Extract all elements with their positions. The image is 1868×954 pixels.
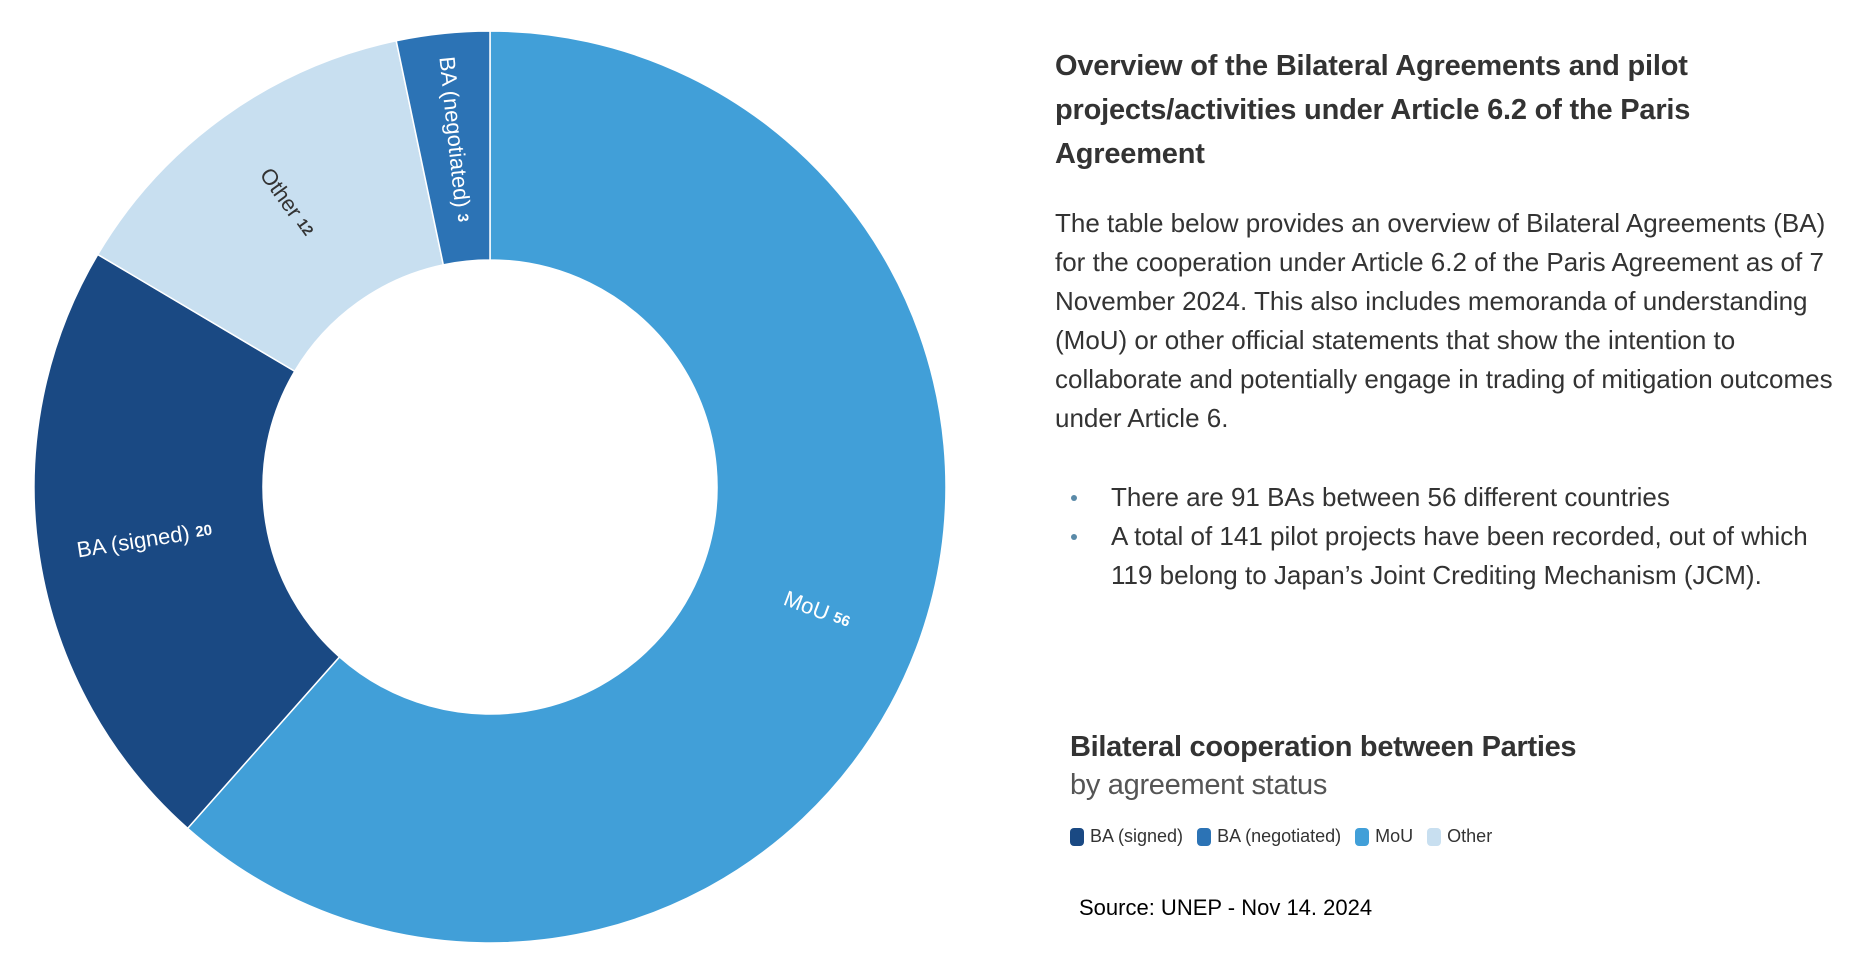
bullet-item: There are 91 BAs between 56 different co… [1071,478,1845,517]
intro-paragraph: The table below provides an overview of … [1055,208,1833,433]
legend-label: BA (signed) [1090,826,1184,846]
legend-swatch [1355,827,1370,846]
bullet-list: There are 91 BAs between 56 different co… [1055,478,1845,595]
bullet-dot-icon [1071,534,1077,540]
legend-swatch [1197,827,1212,846]
text-panel: Overview of the Bilateral Agreements and… [1055,44,1845,595]
source-note: Source: UNEP - Nov 14. 2024 [1079,895,1373,920]
donut-slice-mou [186,30,947,944]
legend-item-ba-signed: BA (signed) [1070,826,1183,847]
legend-swatch [1427,827,1442,846]
legend-label: MoU [1375,826,1414,846]
legend-item-ba-negotiated: BA (negotiated) [1197,826,1341,847]
bullet-text: A total of 141 pilot projects have been … [1111,521,1808,590]
chart-legend: BA (signed) BA (negotiated) MoU Other [1070,826,1770,847]
chart-header: Bilateral cooperation between Parties by… [1070,728,1770,847]
chart-title: Bilateral cooperation between Parties [1070,731,1577,763]
page-heading: Overview of the Bilateral Agreements and… [1055,50,1691,170]
chart-subtitle: by agreement status [1070,769,1328,801]
donut-slice-ba-signed [33,253,341,830]
donut-slice-other [96,39,445,373]
legend-label: BA (negotiated) [1217,826,1342,846]
donut-slice-ba-negotiated [395,30,491,266]
bullet-text: There are 91 BAs between 56 different co… [1111,482,1670,512]
legend-swatch [1070,827,1084,846]
legend-item-mou: MoU [1355,826,1413,847]
bullet-dot-icon [1071,495,1077,501]
legend-item-other: Other [1427,826,1492,847]
bullet-item: A total of 141 pilot projects have been … [1071,517,1845,595]
legend-label: Other [1447,826,1493,846]
